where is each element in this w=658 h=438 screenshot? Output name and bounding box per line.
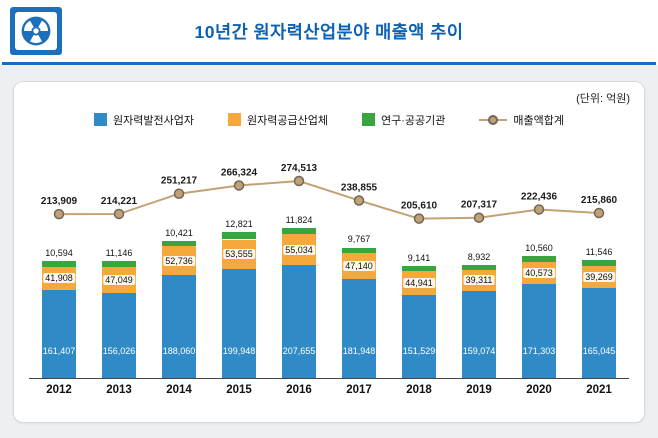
legend-swatch-suppliers (228, 113, 241, 126)
unit-label: (단위: 억원) (576, 93, 630, 105)
legend-line-dot-icon (488, 114, 499, 125)
value-label-suppliers: 41,908 (43, 273, 75, 284)
bar-column-2016: 207,655 55,034 11,824 (269, 133, 329, 378)
bar-column-2015: 199,948 53,555 12,821 (209, 133, 269, 378)
value-label-suppliers: 39,311 (463, 275, 495, 286)
value-label-research: 9,141 (407, 252, 431, 263)
x-axis-label: 2019 (466, 384, 492, 396)
value-label-research: 8,932 (467, 251, 491, 262)
bar-segment-0 (462, 291, 496, 378)
bar-segment-2 (522, 256, 556, 263)
radiation-logo (10, 7, 62, 55)
value-label-research: 12,821 (225, 219, 253, 230)
x-axis-label: 2012 (46, 384, 72, 396)
legend-label-total: 매출액합계 (513, 114, 564, 127)
bar-column-2013: 156,026 47,049 11,146 (89, 133, 149, 378)
value-label-operators: 151,529 (402, 346, 436, 356)
value-label-operators: 159,074 (462, 346, 496, 356)
bar-segment-0 (162, 275, 196, 378)
legend-swatch-operators (94, 113, 108, 126)
value-label-operators: 199,948 (222, 346, 256, 356)
x-axis-label: 2016 (286, 384, 312, 396)
x-axis-label: 2018 (406, 384, 432, 396)
chart-plot: 161,407 41,908 10,594 156,026 47,049 11,146 18… (29, 133, 629, 378)
legend-label-research: 연구·공공기관 (380, 114, 446, 127)
bar-segment-2 (402, 265, 436, 271)
chart: 161,407 41,908 10,594 156,026 47,049 11,146 18… (29, 133, 629, 396)
bar-segment-0 (582, 287, 616, 378)
value-label-suppliers: 40,573 (523, 268, 555, 279)
x-axis-label: 2015 (226, 384, 252, 396)
value-label-suppliers: 52,736 (163, 255, 195, 266)
legend-item-research: 연구·공공기관 (361, 112, 446, 128)
value-label-operators: 161,407 (42, 346, 76, 356)
bar-segment-2 (342, 247, 376, 253)
x-axis-label: 2014 (166, 384, 192, 396)
value-label-research: 10,560 (525, 243, 553, 254)
legend-label-operators: 원자력발전사업자 (113, 114, 194, 127)
value-label-suppliers: 39,269 (583, 272, 615, 283)
bar-column-2019: 159,074 39,311 8,932 (449, 133, 509, 378)
bar-column-2020: 171,303 40,573 10,560 (509, 133, 569, 378)
value-label-operators: 171,303 (522, 346, 556, 356)
bar-segment-0 (342, 278, 376, 378)
value-label-operators: 181,948 (342, 346, 376, 356)
bar-segment-0 (42, 289, 76, 378)
bar-segment-2 (582, 260, 616, 267)
legend-line-marker-icon (479, 114, 508, 125)
value-label-suppliers: 47,049 (103, 274, 135, 285)
value-label-research: 9,767 (347, 234, 371, 245)
value-label-research: 11,146 (105, 247, 133, 258)
x-axis-label: 2021 (586, 384, 612, 396)
header: 10년간 원자력산업분야 매출액 추이 (0, 0, 658, 62)
bar-segment-0 (222, 268, 256, 378)
value-label-operators: 188,060 (162, 346, 196, 356)
content: (단위: 억원) 원자력발전사업자 원자력공급산업체 연구·공공기관 매출액합계 (0, 65, 658, 438)
header-divider (2, 62, 656, 65)
x-axis-label: 2013 (106, 384, 132, 396)
bar-segment-2 (282, 228, 316, 235)
bar-segment-2 (462, 264, 496, 270)
radiation-logo-frame (15, 12, 57, 50)
chart-card: (단위: 억원) 원자력발전사업자 원자력공급산업체 연구·공공기관 매출액합계 (13, 81, 645, 423)
page-title: 10년간 원자력산업분야 매출액 추이 (194, 21, 464, 42)
legend-item-suppliers: 원자력공급산업체 (228, 112, 328, 128)
value-label-operators: 156,026 (102, 346, 136, 356)
value-label-suppliers: 47,140 (343, 260, 375, 271)
bar-column-2012: 161,407 41,908 10,594 (29, 133, 89, 378)
value-label-research: 10,594 (45, 248, 73, 259)
value-label-research: 10,421 (165, 227, 193, 238)
legend: 원자력발전사업자 원자력공급산업체 연구·공공기관 매출액합계 (28, 112, 630, 127)
bar-segment-2 (102, 260, 136, 268)
x-axis: 2012 2013 2014 2015 2016 2017 2018 2019 2020 2021 (29, 378, 629, 396)
bar-column-2014: 188,060 52,736 10,421 (149, 133, 209, 378)
bar-segment-2 (42, 261, 76, 267)
radiation-icon (21, 16, 51, 46)
bar-column-2018: 151,529 44,941 9,141 (389, 133, 449, 378)
x-axis-label: 2020 (526, 384, 552, 396)
bar-column-2021: 165,045 39,269 11,546 (569, 133, 629, 378)
bar-segment-0 (402, 295, 436, 378)
value-label-suppliers: 53,555 (223, 249, 255, 260)
x-axis-label: 2017 (346, 384, 372, 396)
value-label-operators: 165,045 (582, 346, 616, 356)
bar-column-2017: 181,948 47,140 9,767 (329, 133, 389, 378)
legend-swatch-research (361, 113, 375, 126)
bar-segment-2 (222, 232, 256, 240)
value-label-suppliers: 55,034 (283, 244, 315, 255)
value-label-suppliers: 44,941 (403, 277, 435, 288)
value-label-research: 11,824 (285, 215, 313, 225)
bar-segment-2 (162, 240, 196, 247)
bar-segment-0 (282, 264, 316, 378)
value-label-research: 11,546 (585, 247, 613, 258)
legend-item-operators: 원자력발전사업자 (94, 112, 194, 128)
legend-item-total: 매출액합계 (479, 112, 564, 128)
bar-segment-0 (102, 292, 136, 378)
bar-segment-0 (522, 284, 556, 378)
legend-label-suppliers: 원자력공급산업체 (247, 114, 328, 127)
value-label-operators: 207,655 (282, 346, 316, 356)
